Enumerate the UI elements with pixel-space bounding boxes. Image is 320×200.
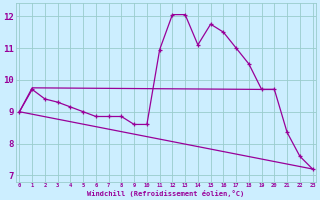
X-axis label: Windchill (Refroidissement éolien,°C): Windchill (Refroidissement éolien,°C)	[87, 190, 245, 197]
